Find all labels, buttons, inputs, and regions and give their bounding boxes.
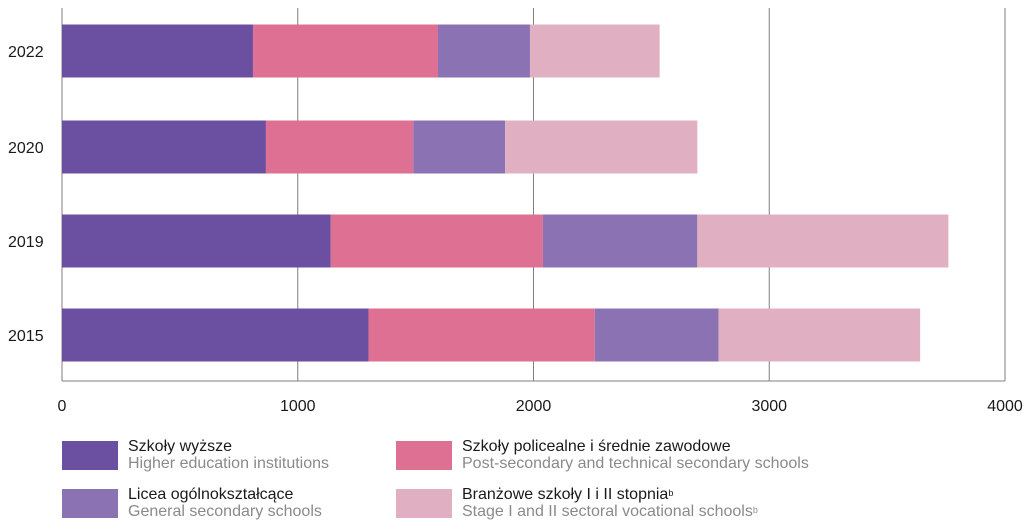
bar-segment [62, 214, 331, 268]
legend-item-sectoral-vocational: Branżowe szkoły I i II stopniab Stage I … [396, 486, 758, 520]
legend-swatch [62, 441, 118, 470]
category-label: 2015 [8, 328, 44, 345]
x-tick-label: 2000 [516, 398, 552, 415]
bar-segment [438, 24, 530, 78]
legend-label-pl: Licea ogólnokształcące [128, 486, 294, 503]
bar-segment [62, 24, 253, 78]
category-label: 2022 [8, 44, 44, 61]
legend-label-en: Post-secondary and technical secondary s… [462, 455, 809, 472]
stacked-bar-chart: 2022 2020 2019 2015 0 1000 2000 3000 4000 [8, 8, 1023, 415]
legend-swatch [396, 441, 452, 470]
bar-segment [594, 308, 719, 362]
x-tick-label: 4000 [987, 398, 1023, 415]
bar-segment [62, 308, 369, 362]
bar-segment [368, 308, 595, 362]
legend-label-pl: Branżowe szkoły I i II stopniab [462, 486, 674, 503]
bar-segment [413, 120, 506, 174]
legend-item-higher-education: Szkoły wyższe Higher education instituti… [62, 438, 329, 472]
bar-segment [529, 24, 660, 78]
bar-segment [505, 120, 698, 174]
legend-label-pl: Szkoły policealne i średnie zawodowe [462, 438, 731, 455]
legend-label-en: Higher education institutions [128, 455, 330, 472]
bar-segment [265, 120, 414, 174]
legend-label-en: General secondary schools [128, 503, 322, 520]
legend-label-pl: Szkoły wyższe [128, 438, 233, 455]
bar-segment [252, 24, 439, 78]
bar-segment [62, 120, 266, 174]
category-label: 2020 [8, 140, 44, 157]
x-tick-label: 0 [58, 398, 67, 415]
legend-swatch [396, 489, 452, 518]
bar-segment [330, 214, 543, 268]
legend-item-general-secondary: Licea ogólnokształcące General secondary… [62, 486, 322, 520]
bar-segment [718, 308, 921, 362]
bar-segment [697, 214, 949, 268]
x-tick-label: 1000 [280, 398, 316, 415]
legend-item-post-secondary: Szkoły policealne i średnie zawodowe Pos… [396, 438, 809, 472]
legend-label-en: Stage I and II sectoral vocational schoo… [462, 503, 758, 520]
x-tick-label: 3000 [751, 398, 787, 415]
legend-swatch [62, 489, 118, 518]
bar-segment [542, 214, 698, 268]
category-label: 2019 [8, 234, 44, 251]
